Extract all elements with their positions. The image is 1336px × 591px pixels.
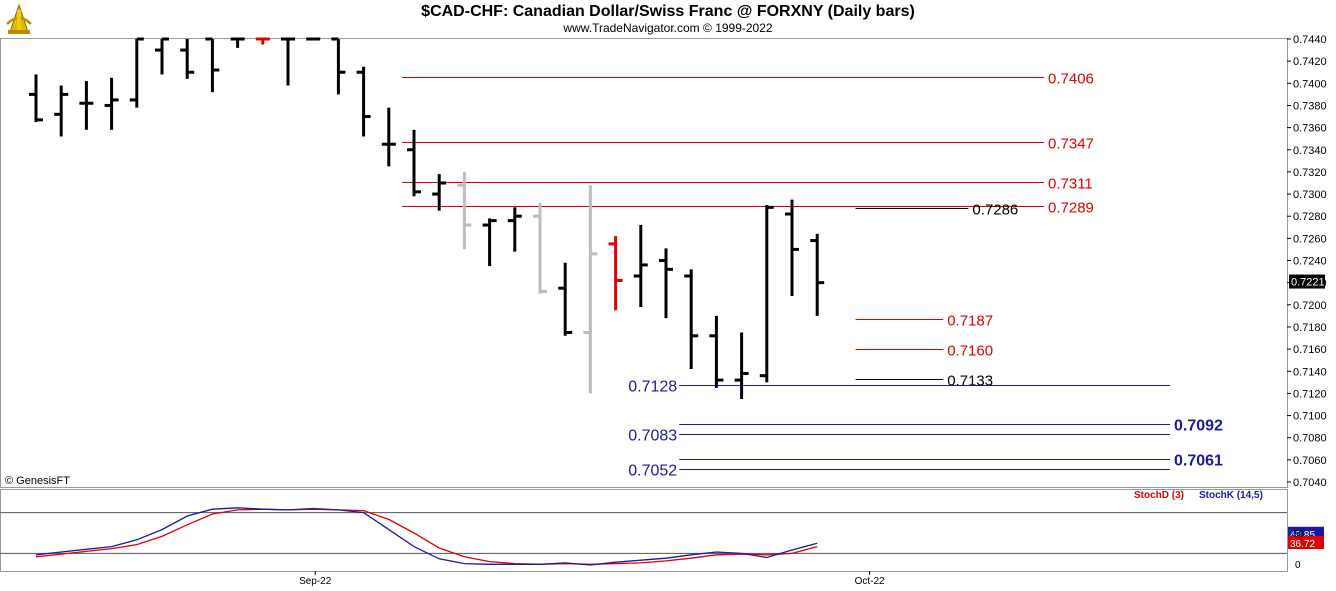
price-panel-frame [0, 38, 1288, 488]
level-label: 0.7160 [947, 343, 993, 360]
date-tick-label: Sep-22 [299, 576, 332, 587]
price-tick-label: 0.7420 [1293, 56, 1327, 68]
price-tick-label: 0.7360 [1293, 123, 1327, 135]
price-tick-label: 0.7400 [1293, 78, 1327, 90]
last-price-tag [1289, 274, 1325, 289]
price-tick-label: 0.7040 [1293, 477, 1327, 489]
stoch-d-value-tag [1288, 536, 1324, 550]
chart-frames [0, 38, 1288, 572]
stoch-axis-label: 0 [1295, 560, 1301, 571]
price-tick-label: 0.7440 [1293, 34, 1327, 46]
price-tick-label: 0.7140 [1293, 366, 1327, 378]
ohlc-bars [29, 37, 825, 399]
level-label: 0.7311 [1048, 176, 1093, 193]
chart-title: $CAD-CHF: Canadian Dollar/Swiss Franc @ … [421, 3, 915, 20]
copyright-label: © GenesisFT [5, 475, 70, 487]
price-tick-label: 0.7080 [1293, 433, 1327, 445]
price-tick-label: 0.7100 [1293, 411, 1327, 423]
level-label: 0.7286 [972, 202, 1018, 219]
stoch-k-value: 48.85 [1290, 530, 1315, 541]
price-tick-label: 0.7120 [1293, 388, 1327, 400]
price-tick-label: 0.7300 [1293, 189, 1327, 201]
chart-header: $CAD-CHF: Canadian Dollar/Swiss Franc @ … [0, 0, 1336, 38]
last-price-label: 0.7221 [1291, 277, 1325, 289]
level-label: 0.7052 [628, 463, 677, 480]
price-tick-label: 0.7320 [1293, 167, 1327, 179]
level-lines: 0.7406 0.7347 0.7311 0.7289 0.7286 0.7187 0.71… [402, 71, 1223, 480]
stoch-d-line [35, 508, 818, 565]
stoch-d-value: 36.72 [1290, 539, 1315, 550]
price-tick-label: 0.7160 [1293, 344, 1327, 356]
date-axis: Sep-22 Oct-22 [299, 571, 885, 587]
date-tick-label: Oct-22 [855, 576, 885, 587]
price-tick-label: 0.7340 [1293, 145, 1327, 157]
price-tick-label: 0.7280 [1293, 211, 1327, 223]
price-tick-label: 0.7240 [1293, 256, 1327, 268]
level-label: 0.7187 [947, 313, 993, 330]
price-axis: 0.7440 0.7420 0.7400 0.7380 0.7360 0.7340 0.73… [1287, 34, 1327, 489]
price-tick-label: 0.7260 [1293, 233, 1327, 245]
level-label: 0.7061 [1174, 453, 1223, 470]
level-label: 0.7406 [1048, 71, 1094, 88]
level-label: 0.7092 [1174, 418, 1223, 435]
genesis-logo-icon [2, 2, 36, 36]
stoch-d-legend: StochD (3) [1134, 490, 1184, 501]
stoch-axis-label: 50 [1293, 529, 1305, 540]
level-label: 0.7289 [1048, 200, 1094, 217]
stoch-k-line [35, 507, 818, 566]
chart-subtitle: www.TradeNavigator.com © 1999-2022 [563, 21, 773, 35]
price-tick-label: 0.7060 [1293, 455, 1327, 467]
level-label: 0.7347 [1048, 136, 1094, 153]
price-tick-label: 0.7200 [1293, 300, 1327, 312]
price-tick-label: 0.7380 [1293, 100, 1327, 112]
level-label: 0.7133 [947, 373, 993, 390]
price-tick-label: 0.7180 [1293, 322, 1327, 334]
level-label: 0.7083 [628, 428, 677, 445]
level-label: 0.7128 [628, 379, 677, 396]
stoch-k-legend: StochK (14,5) [1199, 490, 1263, 501]
stochastic-panel-frame [0, 489, 1288, 572]
